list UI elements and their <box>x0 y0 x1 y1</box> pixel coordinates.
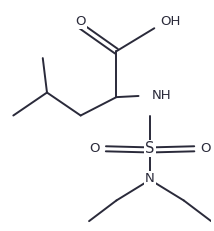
Text: O: O <box>201 142 211 155</box>
Text: N: N <box>145 172 155 185</box>
Text: O: O <box>89 142 100 155</box>
Text: OH: OH <box>160 15 181 28</box>
Text: S: S <box>145 141 155 156</box>
Text: NH: NH <box>152 89 172 103</box>
Text: O: O <box>75 15 86 28</box>
